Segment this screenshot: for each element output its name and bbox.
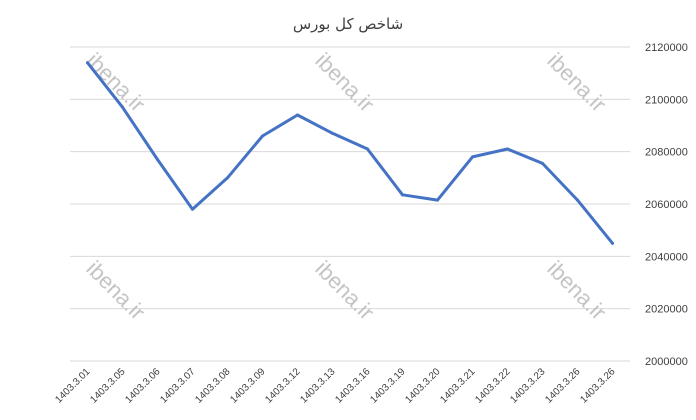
y-tick-label: 2100000 <box>645 94 688 106</box>
x-tick-label: 1403.3.21 <box>438 366 478 406</box>
x-tick-label: 1403.3.08 <box>193 366 233 406</box>
data-point <box>121 105 124 109</box>
x-tick-label: 1403.3.26 <box>543 366 583 406</box>
series-line <box>86 61 614 245</box>
data-point <box>576 198 579 202</box>
data-point <box>471 155 474 159</box>
x-tick-label: 1403.3.16 <box>333 366 373 406</box>
x-tick-label: 1403.3.23 <box>508 366 548 406</box>
watermark-text: ibena.ir <box>310 48 379 117</box>
data-point <box>261 134 264 138</box>
x-tick-label: 1403.3.01 <box>53 366 93 406</box>
data-point <box>86 61 89 65</box>
data-point <box>401 193 404 197</box>
y-tick-label: 2060000 <box>645 199 688 211</box>
data-point <box>331 131 334 135</box>
chart-title: شاخص کل بورس <box>293 15 403 33</box>
data-point <box>191 207 194 211</box>
data-point <box>506 147 509 151</box>
watermark-text: ibena.ir <box>81 48 150 117</box>
data-point <box>226 176 229 180</box>
x-axis-ticks: 1403.3.011403.3.051403.3.061403.3.071403… <box>53 366 618 406</box>
data-point <box>541 161 544 165</box>
x-tick-label: 1403.3.26 <box>578 366 618 406</box>
x-tick-label: 1403.3.09 <box>228 366 268 406</box>
y-axis-ticks: 2000000 2020000 2040000 2060000 2080000 21000… <box>645 42 688 368</box>
watermark-text: ibena.ir <box>542 48 611 117</box>
y-tick-label: 2040000 <box>645 251 688 263</box>
y-tick-label: 2120000 <box>645 42 688 54</box>
data-point <box>156 158 159 162</box>
data-point <box>611 241 614 245</box>
x-tick-label: 1403.3.06 <box>123 366 163 406</box>
x-tick-label: 1403.3.20 <box>403 366 443 406</box>
x-tick-label: 1403.3.07 <box>158 366 198 406</box>
x-tick-label: 1403.3.13 <box>298 366 338 406</box>
watermark-text: ibena.ir <box>81 256 150 325</box>
watermark-text: ibena.ir <box>542 256 611 325</box>
x-tick-label: 1403.3.19 <box>368 366 408 406</box>
gridlines <box>70 46 630 362</box>
watermark-text: ibena.ir <box>310 256 379 325</box>
watermarks: ibena.ir ibena.ir ibena.ir ibena.ir ibena.ir… <box>81 48 611 325</box>
x-tick-label: 1403.3.12 <box>263 366 303 406</box>
data-point <box>366 147 369 151</box>
y-tick-label: 2080000 <box>645 147 688 159</box>
x-tick-label: 1403.3.05 <box>88 366 128 406</box>
y-tick-label: 2000000 <box>645 356 688 368</box>
data-point <box>436 198 439 202</box>
y-tick-label: 2020000 <box>645 304 688 316</box>
data-point <box>296 113 299 117</box>
series-group <box>86 61 614 245</box>
x-tick-label: 1403.3.22 <box>473 366 513 406</box>
